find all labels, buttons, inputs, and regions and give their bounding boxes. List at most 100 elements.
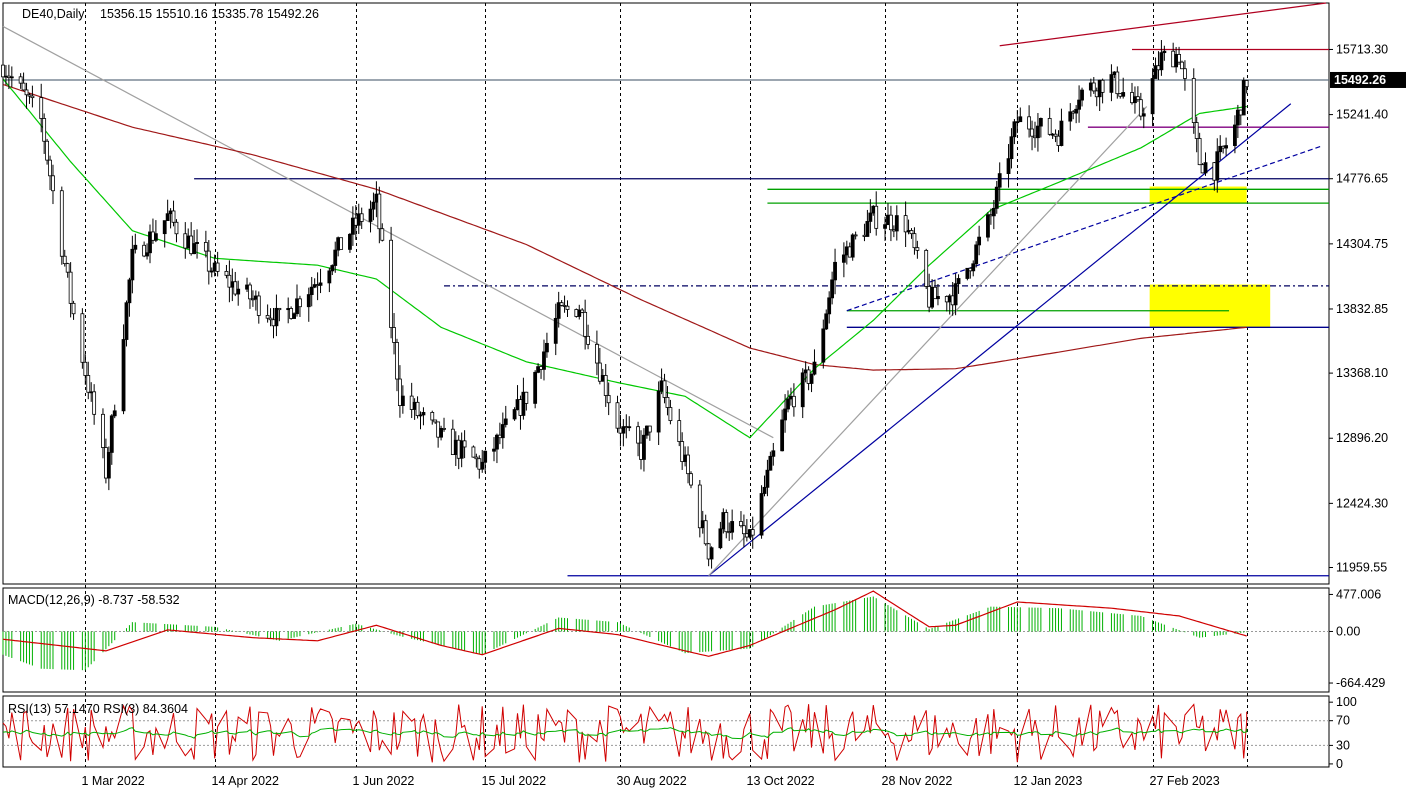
candle-body (953, 283, 958, 306)
price-axis-label: 14776.65 (1336, 172, 1388, 186)
candle-body (583, 311, 588, 337)
trendline (708, 106, 1148, 577)
rsi-axis-label: 100 (1336, 695, 1357, 709)
candle-body (827, 297, 832, 315)
candle-body (965, 267, 970, 279)
candle-body (483, 450, 488, 463)
candle-body (1203, 162, 1208, 174)
candle-body (1068, 111, 1073, 122)
candle-body (148, 231, 152, 254)
trendline (2, 25, 774, 439)
candle-body (1015, 121, 1020, 124)
candle-body (533, 371, 538, 404)
candle-body (339, 237, 344, 250)
x-tick-label: 28 Nov 2022 (882, 774, 953, 788)
rsi-label: RSI(13) 57.1470 RSI(3) 84.3604 (8, 702, 188, 716)
candle-body (277, 307, 282, 311)
candle-body (306, 294, 311, 308)
candle-body (730, 521, 735, 533)
trendline (708, 103, 1292, 577)
candle-body (556, 302, 561, 319)
candle-body (809, 373, 814, 384)
candle-body (524, 391, 529, 404)
candle-body (1224, 145, 1228, 149)
candle-body (215, 262, 220, 272)
candle-body (1150, 78, 1155, 115)
candle-body (903, 215, 908, 233)
candle-body (1121, 92, 1126, 97)
slow-moving-average-line (2, 83, 1247, 371)
candle-body (471, 446, 476, 458)
candle-body (71, 302, 76, 315)
candle-body (1006, 158, 1011, 175)
candle-body (48, 159, 52, 177)
candle-body (974, 244, 979, 265)
candle-body (1109, 74, 1114, 93)
candle-body (680, 441, 685, 462)
candle-body (224, 270, 229, 276)
candle-body (268, 317, 273, 321)
candle-body (894, 215, 899, 232)
price-axis-label: 12424.30 (1336, 496, 1388, 510)
candle-body (1233, 124, 1237, 146)
candle-body (762, 486, 767, 494)
current-price-tag (1330, 71, 1406, 88)
candle-body (121, 339, 126, 412)
candle-body (977, 236, 982, 246)
candle-body (1030, 128, 1034, 137)
candle-body (142, 244, 147, 257)
candle-body (233, 281, 238, 295)
candle-body (545, 342, 549, 353)
trendline (999, 2, 1327, 47)
candle-body (418, 414, 423, 417)
candle-body (430, 412, 435, 421)
candle-body (1153, 65, 1158, 79)
candle-body (1180, 61, 1184, 70)
candle-body (1244, 80, 1249, 88)
candle-body (771, 450, 776, 457)
candle-body (865, 221, 870, 237)
candle-body (333, 249, 338, 266)
candle-body (1183, 68, 1187, 79)
candle-body (786, 398, 790, 410)
candle-body (192, 243, 197, 255)
candle-body (39, 97, 44, 119)
rsi-axis-label: 30 (1336, 738, 1350, 752)
candle-body (330, 265, 335, 272)
candle-body (997, 173, 1002, 188)
candles (1, 40, 1249, 569)
candle-body (236, 288, 241, 295)
candle-body (868, 212, 873, 222)
macd-label: MACD(12,26,9) -8.737 -58.532 (8, 593, 180, 607)
candle-body (492, 448, 496, 452)
candle-body (415, 401, 420, 417)
candle-body (597, 362, 602, 382)
candle-body (606, 395, 611, 404)
candle-body (580, 309, 585, 313)
candle-body (503, 418, 508, 425)
x-tick-label: 13 Oct 2022 (747, 774, 815, 788)
candle-body (30, 95, 35, 99)
candle-body (92, 391, 97, 415)
candle-body (371, 201, 376, 210)
candle-body (636, 426, 640, 444)
rsi13-line (2, 727, 1248, 740)
macd-axis-label: 477.006 (1336, 587, 1381, 601)
candle-body (994, 186, 999, 209)
candle-body (101, 413, 105, 448)
price-axis-label: 14304.75 (1336, 237, 1388, 251)
candle-body (248, 284, 252, 300)
candle-body (915, 247, 920, 251)
candle-body (112, 410, 117, 417)
candle-body (936, 296, 940, 300)
candle-body (821, 328, 826, 363)
candle-body (1091, 82, 1096, 92)
candle-body (42, 118, 47, 142)
candle-body (697, 484, 702, 529)
candle-body (162, 220, 167, 235)
candle-body (933, 286, 937, 300)
candle-body (603, 375, 608, 396)
ohlc-label: 15356.15 15510.16 15335.78 15492.26 (100, 7, 319, 21)
candle-body (1141, 113, 1146, 117)
candle-body (971, 263, 976, 272)
